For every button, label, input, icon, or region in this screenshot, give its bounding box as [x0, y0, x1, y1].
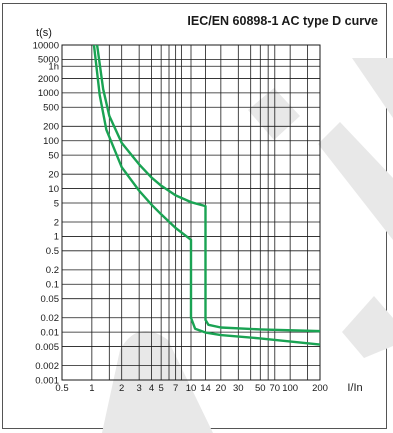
watermark-shape: [318, 122, 393, 240]
chart-frame: [2, 3, 387, 429]
chart-title: IEC/EN 60898-1 AC type D curve: [187, 14, 378, 28]
trip-curve-lower: [92, 44, 321, 346]
y-tick-label: 1h: [48, 62, 59, 73]
x-tick-label: 100: [282, 383, 298, 394]
x-tick-label: 10: [186, 383, 197, 394]
y-tick-label: 10: [48, 184, 59, 195]
y-tick-label: 0.2: [46, 265, 59, 276]
y-tick-label: 1: [54, 232, 59, 243]
x-tick-label: 70: [270, 383, 281, 394]
watermark-shape: [352, 58, 393, 118]
x-tick-label: 4: [149, 383, 154, 394]
y-tick-label: 1000: [38, 88, 59, 99]
y-tick-label: 0.01: [41, 327, 60, 338]
y-tick-label: 0.5: [46, 246, 59, 257]
y-tick-label: 2: [54, 217, 59, 228]
chart-series: [92, 44, 321, 346]
trip-curve-upper: [95, 44, 321, 333]
y-tick-label: 0.005: [35, 342, 59, 353]
x-tick-label: 50: [255, 383, 266, 394]
y-tick-label: 500: [43, 103, 59, 114]
x-tick-label: 30: [233, 383, 244, 394]
y-tick-label: 20: [48, 169, 59, 180]
y-axis-label: t(s): [36, 27, 52, 39]
y-tick-label: 0.02: [41, 313, 60, 324]
x-tick-label: 20: [216, 383, 227, 394]
x-tick-label: 1: [89, 383, 94, 394]
x-tick-label: 14: [200, 383, 211, 394]
watermark-shape: [342, 296, 393, 358]
y-tick-label: 50: [48, 150, 59, 161]
y-tick-label: 0.1: [46, 280, 59, 291]
x-tick-label: 3: [137, 383, 142, 394]
watermark-shape: [248, 88, 300, 140]
y-tick-label: 200: [43, 122, 59, 133]
x-axis-label: I/In: [347, 382, 362, 394]
x-tick-label: 5: [159, 383, 164, 394]
x-tick-labels: 0.5 1 2 3 4 5 7 10 14 20 30 50 70 100 200: [55, 383, 328, 394]
y-tick-label: 2000: [38, 74, 59, 85]
y-tick-label: 10000: [33, 40, 59, 51]
x-tick-label: 7: [173, 383, 178, 394]
x-tick-label: 2: [119, 383, 124, 394]
y-tick-label: 0.002: [35, 361, 59, 372]
y-tick-label: 5: [54, 198, 59, 209]
y-tick-label: 5000: [38, 55, 59, 66]
watermark-shape: [102, 331, 213, 433]
x-tick-label: 0.5: [55, 383, 68, 394]
x-tick-label: 200: [312, 383, 328, 394]
y-tick-label: 100: [43, 136, 59, 147]
watermark: [102, 58, 393, 433]
y-tick-label: 0.05: [41, 294, 60, 305]
y-tick-label: 0.001: [35, 375, 59, 386]
